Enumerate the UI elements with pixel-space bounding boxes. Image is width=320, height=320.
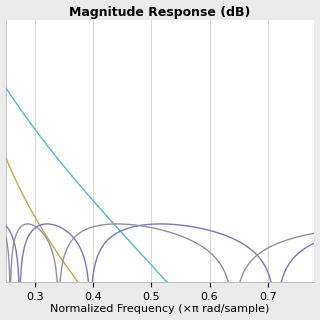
X-axis label: Normalized Frequency (×π rad/sample): Normalized Frequency (×π rad/sample) — [50, 304, 270, 315]
Title: Magnitude Response (dB): Magnitude Response (dB) — [69, 5, 251, 19]
